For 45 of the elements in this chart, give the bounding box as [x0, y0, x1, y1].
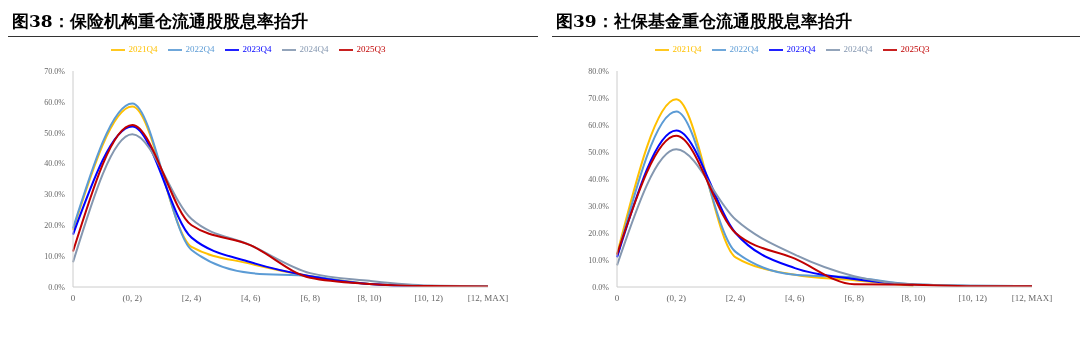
- y-tick-label: 60.0%: [588, 120, 610, 130]
- x-tick-label: [6, 8): [844, 293, 864, 304]
- chart-title: 图39：社保基金重仓流通股股息率抬升: [552, 8, 1080, 37]
- y-tick-label: 0.0%: [592, 282, 610, 292]
- y-tick-label: 60.0%: [44, 97, 66, 107]
- legend-label: 2022Q4: [185, 44, 215, 55]
- legend-label: 2023Q4: [242, 44, 272, 55]
- x-tick-label: 0: [70, 293, 76, 304]
- y-tick-label: 10.0%: [44, 251, 66, 261]
- x-tick-label: (0, 2): [666, 293, 687, 304]
- y-tick-label: 10.0%: [588, 255, 610, 265]
- x-tick-label: [8, 10): [901, 293, 926, 304]
- y-tick-label: 20.0%: [44, 221, 66, 231]
- x-tick-label: [4, 6): [785, 293, 805, 304]
- y-tick-label: 40.0%: [588, 174, 610, 184]
- legend-label: 2022Q4: [729, 44, 759, 55]
- legend-label: 2021Q4: [672, 44, 702, 55]
- legend-label: 2024Q4: [843, 44, 873, 55]
- y-tick-label: 80.0%: [588, 66, 610, 76]
- y-tick-label: 70.0%: [44, 66, 66, 76]
- y-tick-label: 20.0%: [588, 228, 610, 238]
- chart-title: 图38：保险机构重仓流通股股息率抬升: [8, 8, 538, 37]
- x-tick-label: [6, 8): [300, 293, 320, 304]
- y-tick-label: 0.0%: [48, 282, 66, 292]
- y-tick-label: 70.0%: [588, 93, 610, 103]
- y-tick-label: 40.0%: [44, 159, 66, 169]
- x-tick-label: 0: [614, 293, 620, 304]
- x-tick-label: [8, 10): [357, 293, 382, 304]
- x-tick-label: [12, MAX]: [467, 293, 509, 304]
- y-tick-label: 30.0%: [588, 201, 610, 211]
- x-tick-label: [12, MAX]: [1011, 293, 1053, 304]
- y-tick-label: 50.0%: [588, 147, 610, 157]
- x-tick-label: [10, 12): [958, 293, 987, 304]
- y-tick-label: 30.0%: [44, 190, 66, 200]
- legend-label: 2021Q4: [128, 44, 158, 55]
- x-tick-label: [2, 4): [181, 293, 202, 304]
- x-tick-label: [10, 12): [414, 293, 443, 304]
- x-tick-label: (0, 2): [122, 293, 143, 304]
- y-tick-label: 50.0%: [44, 128, 66, 138]
- legend-label: 2025Q3: [900, 44, 930, 55]
- legend-label: 2023Q4: [786, 44, 816, 55]
- x-tick-label: [2, 4): [725, 293, 746, 304]
- x-tick-label: [4, 6): [241, 293, 261, 304]
- legend-label: 2024Q4: [299, 44, 329, 55]
- legend-label: 2025Q3: [356, 44, 386, 55]
